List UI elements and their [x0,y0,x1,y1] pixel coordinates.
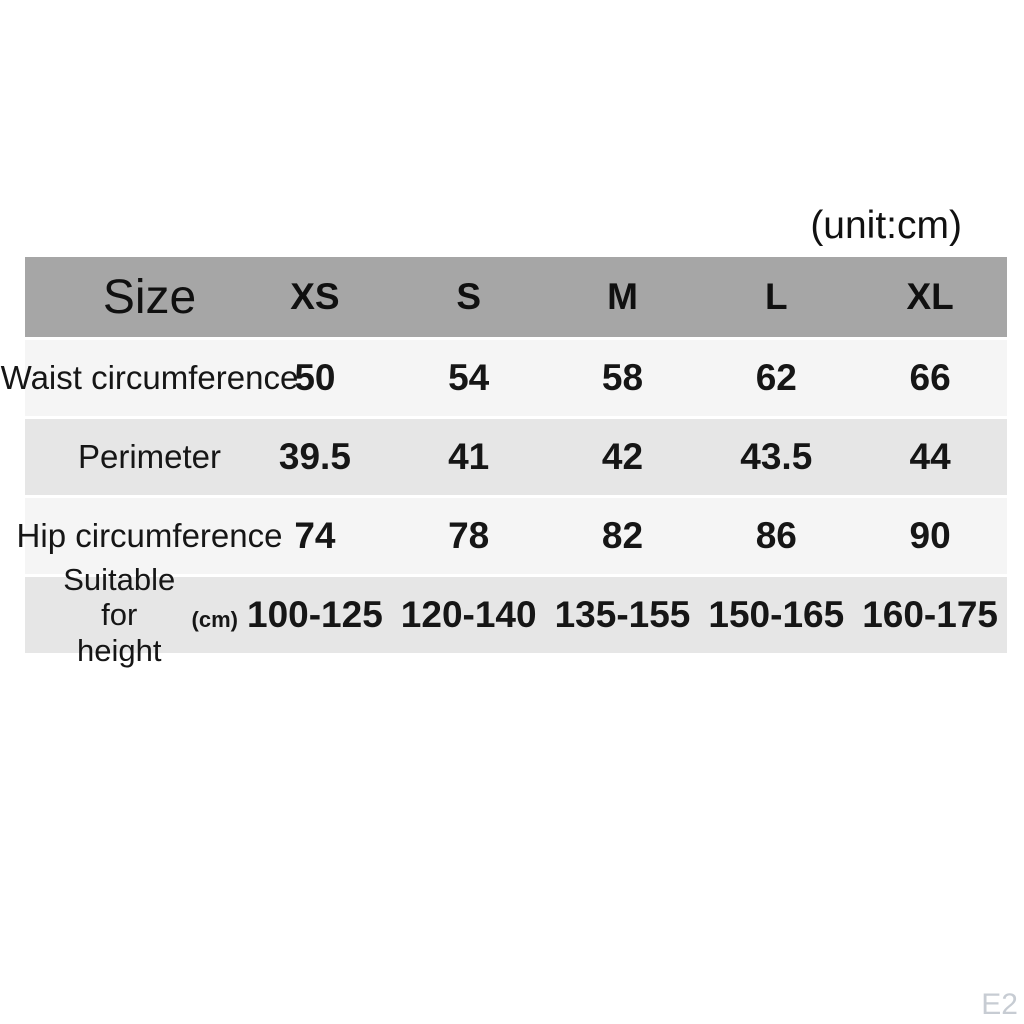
perimeter-value-m: 42 [601,436,644,477]
table-row-hip: Hip circumference 74 78 82 86 90 [17,498,1007,574]
column-header-xl: XL [906,276,954,317]
hip-value-xl: 90 [909,515,951,556]
table-row-waist: Waist circumference 50 54 58 62 66 [0,340,1007,416]
waist-value-xs: 50 [294,357,336,398]
hip-value-m: 82 [601,515,644,556]
watermark: E2 [981,988,1018,1021]
perimeter-value-s: 41 [448,436,490,477]
unit-label: (unit:cm) [810,204,962,247]
row-label-height: Suitable for height [63,561,176,668]
size-table: Size XS S M L XL Waist circumference 50 … [0,257,1007,668]
column-header-l: L [764,276,788,317]
height-value-l: 150-165 [708,594,845,635]
row-label-height-unit: (cm) [191,607,238,632]
height-value-xl: 160-175 [862,594,998,635]
row-label-height-cell: Suitable for height (cm) [25,562,238,668]
row-label-waist: Waist circumference [0,359,299,396]
height-value-xs: 100-125 [247,594,383,635]
waist-value-l: 62 [755,357,797,398]
perimeter-value-l: 43.5 [740,436,813,477]
column-header-m: M [607,276,638,317]
height-value-m: 135-155 [554,594,691,635]
column-header-size: Size [102,270,197,324]
perimeter-value-xl: 44 [909,436,951,477]
column-header-xs: XS [290,276,340,317]
table-header-row: Size XS S M L XL [25,257,1007,337]
table-row-height: Suitable for height (cm) 100-125 120-140… [25,562,1007,668]
waist-value-xl: 66 [909,357,951,398]
hip-value-s: 78 [448,515,490,556]
hip-value-xs: 74 [294,515,336,556]
waist-value-s: 54 [448,357,490,398]
column-header-s: S [456,276,482,317]
row-label-perimeter: Perimeter [77,438,222,475]
hip-value-l: 86 [755,515,797,556]
waist-value-m: 58 [601,357,644,398]
height-value-s: 120-140 [400,594,537,635]
perimeter-value-xs: 39.5 [278,436,351,477]
table-row-perimeter: Perimeter 39.5 41 42 43.5 44 [25,419,1007,495]
